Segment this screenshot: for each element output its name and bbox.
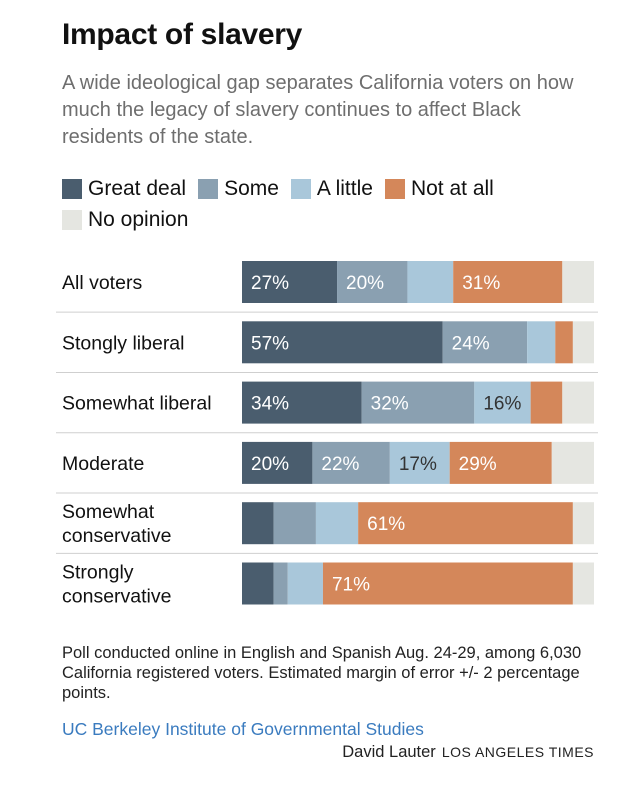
data-label: 34% bbox=[251, 394, 289, 415]
bar-segment bbox=[551, 441, 594, 484]
bar-row: Somewhat liberal 34% 32% 16% bbox=[56, 381, 598, 434]
bar-segment bbox=[273, 562, 288, 605]
category-label: Strongly bbox=[62, 562, 134, 584]
legend-swatch bbox=[198, 179, 219, 199]
legend: Great deal Some A little Not at all No opini… bbox=[62, 174, 592, 236]
legend-label: Great deal bbox=[88, 177, 187, 200]
legend-item-no-opinion: No opinion bbox=[62, 205, 188, 235]
category-label: Stongly liberal bbox=[62, 332, 184, 354]
bar-segment bbox=[572, 321, 594, 364]
legend-item-a-little: A little bbox=[290, 174, 373, 204]
bar-segment bbox=[315, 502, 359, 545]
legend-swatch bbox=[384, 179, 405, 199]
bar-segment bbox=[572, 562, 594, 605]
methodology-note: Poll conducted online in English and Spa… bbox=[62, 644, 582, 702]
bar-segment bbox=[474, 381, 531, 424]
bar-segment bbox=[562, 261, 594, 303]
legend-label: Some bbox=[224, 177, 279, 200]
data-label: 17% bbox=[399, 454, 437, 475]
chart-title: Impact of slavery bbox=[62, 18, 303, 51]
chart-subtitle: A wide ideological gap separates Califor… bbox=[62, 72, 574, 148]
bar-segment bbox=[442, 321, 528, 364]
bar-segment bbox=[527, 321, 556, 364]
source-link[interactable]: UC Berkeley Institute of Governmental St… bbox=[62, 719, 424, 739]
legend-label: A little bbox=[316, 177, 373, 200]
bar-segment bbox=[449, 441, 552, 484]
bar-segment bbox=[453, 261, 563, 303]
bar-segment bbox=[407, 261, 454, 303]
bar-segment bbox=[273, 502, 316, 545]
bar-row: Moderate 20% 22% 17% 29% bbox=[56, 441, 598, 494]
legend-swatch bbox=[62, 179, 82, 199]
data-label: 20% bbox=[346, 273, 384, 294]
bar-segment bbox=[242, 261, 338, 303]
bar-segment bbox=[337, 261, 408, 303]
legend-label: No opinion bbox=[88, 208, 189, 231]
bar-segment bbox=[242, 562, 274, 605]
credit-line: David Lauter LOS ANGELES TIMES bbox=[342, 743, 594, 762]
bar-segment bbox=[312, 441, 390, 484]
legend-swatch bbox=[290, 179, 311, 199]
bar-segment bbox=[242, 441, 313, 484]
bar-segment bbox=[358, 502, 573, 545]
category-label: Somewhat liberal bbox=[62, 393, 212, 415]
data-label: 27% bbox=[251, 273, 289, 294]
legend-item-not-at-all: Not at all bbox=[384, 174, 494, 204]
data-label: 29% bbox=[459, 454, 497, 475]
category-label: conservative bbox=[62, 525, 171, 547]
legend-item-great-deal: Great deal bbox=[62, 174, 186, 204]
bar-segment bbox=[287, 562, 323, 605]
category-label: conservative bbox=[62, 586, 171, 608]
bar-segment bbox=[242, 381, 362, 424]
data-label: 32% bbox=[371, 394, 409, 415]
data-label: 20% bbox=[251, 454, 289, 475]
data-label: 61% bbox=[367, 514, 405, 535]
data-label: 31% bbox=[462, 273, 500, 294]
bar-segment bbox=[242, 502, 274, 545]
bar-segment bbox=[389, 441, 450, 484]
data-label: 22% bbox=[321, 454, 359, 475]
bar-segment bbox=[572, 502, 594, 545]
bar-segment bbox=[555, 321, 573, 364]
legend-label: Not at all bbox=[410, 177, 494, 200]
category-label: Moderate bbox=[62, 453, 144, 475]
bar-segment bbox=[562, 381, 594, 424]
bar-row: All voters 27% 20% 31% bbox=[56, 261, 598, 313]
legend-swatch bbox=[62, 210, 82, 230]
bar-segment bbox=[530, 381, 563, 424]
bar-row: Stongly liberal 57% 24% bbox=[56, 321, 598, 373]
data-label: 57% bbox=[251, 333, 289, 354]
data-label: 24% bbox=[452, 333, 490, 354]
organization-name: LOS ANGELES TIMES bbox=[441, 744, 594, 760]
legend-item-some: Some bbox=[198, 174, 279, 204]
author-name: David Lauter bbox=[342, 743, 436, 761]
stacked-bar-chart: All voters 27% 20% 31% Stongly liberal 57% 24%… bbox=[56, 261, 598, 608]
data-label: 16% bbox=[483, 394, 521, 415]
category-label: All voters bbox=[62, 272, 142, 294]
bar-segment bbox=[322, 562, 573, 605]
category-label: Somewhat bbox=[62, 501, 155, 523]
data-label: 71% bbox=[332, 575, 370, 596]
bar-segment bbox=[361, 381, 475, 424]
bar-segment bbox=[242, 321, 443, 364]
